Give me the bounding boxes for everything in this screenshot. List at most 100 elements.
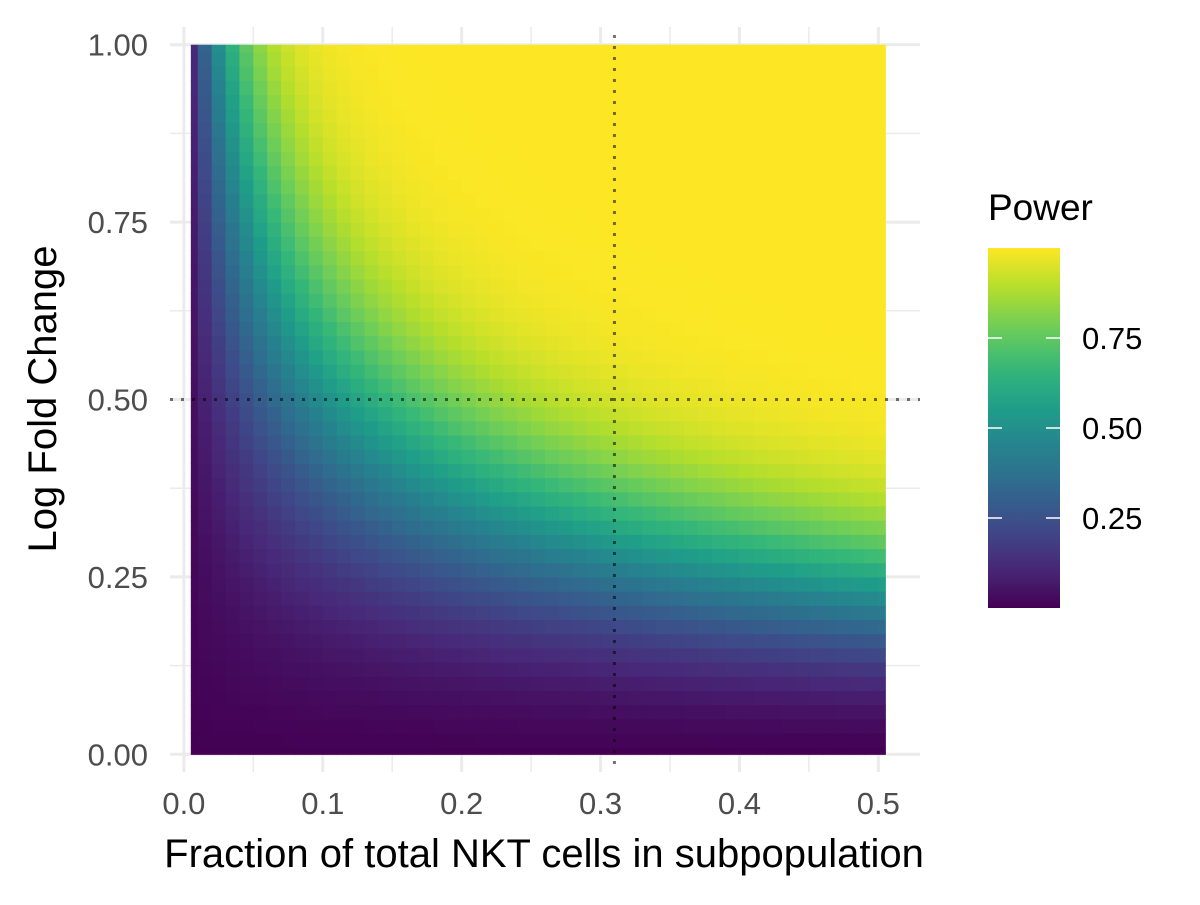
- heatmap-tile: [475, 80, 491, 95]
- heatmap-tile: [308, 250, 324, 266]
- heatmap-tile: [642, 647, 657, 663]
- y-tick-label: 0.75: [88, 205, 148, 240]
- heatmap-tile: [190, 321, 199, 337]
- heatmap-tile: [739, 250, 754, 266]
- heatmap-tile: [795, 747, 810, 755]
- heatmap-tile: [517, 264, 532, 280]
- heatmap-tile: [711, 293, 727, 308]
- heatmap-tile: [503, 278, 518, 294]
- heatmap-tile: [364, 562, 379, 578]
- heatmap-tile: [822, 562, 838, 578]
- heatmap-tile: [392, 562, 407, 578]
- heatmap-tile: [322, 449, 338, 464]
- heatmap-tile: [822, 747, 838, 755]
- heatmap-tile: [808, 392, 824, 408]
- heatmap-tile: [378, 179, 393, 195]
- heatmap-tile: [322, 44, 338, 53]
- heatmap-tile: [420, 704, 435, 720]
- heatmap-tile: [433, 505, 449, 521]
- heatmap-tile: [225, 576, 241, 592]
- heatmap-tile: [281, 463, 296, 479]
- heatmap-tile: [503, 534, 518, 550]
- heatmap-tile: [197, 704, 213, 720]
- heatmap-tile: [697, 94, 713, 110]
- heatmap-tile: [489, 364, 504, 379]
- heatmap-tile: [781, 619, 796, 635]
- heatmap-tile: [489, 349, 504, 365]
- heatmap-tile: [642, 122, 657, 138]
- heatmap-tile: [656, 278, 671, 294]
- heatmap-tile: [392, 264, 407, 280]
- heatmap-tile: [281, 718, 296, 734]
- heatmap-tile: [197, 534, 213, 550]
- heatmap-tile: [600, 136, 616, 152]
- heatmap-tile: [267, 505, 282, 521]
- heatmap-tile: [781, 108, 796, 124]
- heatmap-tile: [795, 307, 810, 323]
- heatmap-tile: [642, 193, 657, 209]
- heatmap-tile: [190, 647, 199, 663]
- heatmap-tile: [281, 122, 296, 138]
- heatmap-tile: [281, 392, 296, 408]
- heatmap-tile: [628, 222, 643, 237]
- heatmap-tile: [197, 335, 213, 351]
- heatmap-tile: [628, 562, 643, 578]
- heatmap-tile: [295, 293, 310, 308]
- heatmap-tile: [753, 562, 768, 578]
- heatmap-tile: [795, 520, 810, 535]
- heatmap-tile: [850, 434, 866, 450]
- heatmap-tile: [614, 179, 629, 195]
- heatmap-tile: [781, 66, 796, 81]
- heatmap-tile: [656, 605, 671, 621]
- heatmap-tile: [614, 591, 629, 606]
- heatmap-tile: [364, 151, 379, 166]
- heatmap-tile: [822, 165, 838, 181]
- heatmap-tile: [211, 662, 227, 677]
- heatmap-tile: [489, 520, 504, 535]
- heatmap-tile: [642, 690, 657, 706]
- heatmap-tile: [586, 222, 602, 237]
- heatmap-tile: [600, 108, 616, 124]
- heatmap-tile: [753, 747, 768, 755]
- heatmap-tile: [517, 250, 532, 266]
- heatmap-tile: [308, 307, 324, 323]
- heatmap-tile: [392, 591, 407, 606]
- heatmap-tile: [711, 165, 727, 181]
- heatmap-tile: [600, 548, 616, 564]
- heatmap-tile: [697, 477, 713, 493]
- heatmap-tile: [850, 505, 866, 521]
- heatmap-tile: [795, 122, 810, 138]
- heatmap-tile: [433, 662, 449, 677]
- heatmap-tile: [433, 534, 449, 550]
- heatmap-tile: [461, 732, 477, 748]
- heatmap-tiles: [190, 44, 886, 755]
- heatmap-tile: [670, 619, 685, 635]
- heatmap-tile: [628, 378, 643, 393]
- heatmap-tile: [253, 449, 268, 464]
- heatmap-tile: [545, 576, 560, 592]
- heatmap-tile: [545, 94, 560, 110]
- heatmap-tile: [295, 704, 310, 720]
- heatmap-tile: [795, 108, 810, 124]
- heatmap-tile: [836, 378, 852, 393]
- heatmap-tile: [795, 44, 810, 53]
- heatmap-tile: [475, 165, 491, 181]
- heatmap-tile: [392, 491, 407, 507]
- heatmap-tile: [406, 122, 421, 138]
- heatmap-tile: [600, 633, 616, 649]
- heatmap-tile: [489, 51, 504, 67]
- heatmap-tile: [295, 562, 310, 578]
- heatmap-tile: [753, 80, 768, 95]
- heatmap-tile: [545, 222, 560, 237]
- heatmap-tile: [295, 732, 310, 748]
- heatmap-tile: [642, 321, 657, 337]
- heatmap-tile: [211, 605, 227, 621]
- heatmap-tile: [725, 122, 741, 138]
- heatmap-tile: [295, 264, 310, 280]
- heatmap-tile: [614, 364, 629, 379]
- heatmap-tile: [878, 704, 886, 720]
- heatmap-tile: [350, 619, 366, 635]
- heatmap-tile: [503, 449, 518, 464]
- heatmap-tile: [211, 278, 227, 294]
- heatmap-tile: [795, 647, 810, 663]
